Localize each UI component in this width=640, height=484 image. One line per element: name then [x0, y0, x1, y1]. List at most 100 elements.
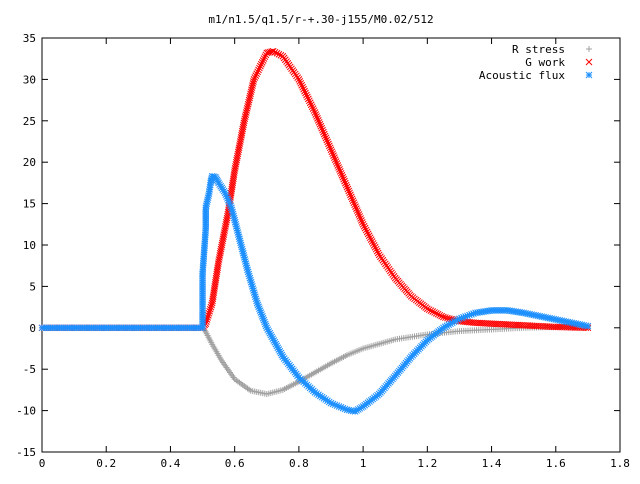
- marker-stroke: [371, 243, 379, 251]
- legend-label: Acoustic flux: [479, 69, 565, 82]
- y-tick-label: -10: [16, 405, 36, 418]
- marker-stroke: [585, 71, 593, 79]
- data-point: [342, 181, 350, 189]
- marker-stroke: [239, 123, 247, 131]
- legend-marker: [585, 58, 593, 66]
- data-point: [347, 191, 354, 199]
- data-point: [325, 140, 332, 148]
- marker-stroke: [250, 78, 257, 85]
- data-point: [367, 236, 375, 243]
- marker-stroke: [219, 237, 226, 245]
- marker-stroke: [230, 171, 238, 178]
- marker-stroke: [335, 164, 342, 171]
- marker-stroke: [357, 215, 364, 222]
- marker-stroke: [429, 308, 437, 315]
- marker-stroke: [230, 173, 238, 181]
- data-point: [318, 124, 326, 132]
- data-point: [244, 102, 252, 110]
- data-point: [347, 193, 355, 201]
- data-point: [256, 64, 263, 72]
- marker-stroke: [258, 59, 266, 66]
- data-point: [427, 307, 435, 314]
- data-point: [438, 312, 445, 320]
- data-point: [204, 312, 212, 319]
- data-point: [250, 76, 258, 83]
- marker-stroke: [347, 193, 355, 201]
- marker-stroke: [233, 156, 241, 164]
- marker-stroke: [218, 239, 226, 247]
- marker-stroke: [320, 128, 327, 136]
- marker-stroke: [442, 314, 449, 321]
- marker-stroke: [209, 295, 217, 303]
- marker-stroke: [372, 245, 380, 253]
- marker-stroke: [436, 311, 444, 319]
- marker-stroke: [255, 66, 262, 74]
- legend-label: R stress: [512, 43, 565, 56]
- marker-stroke: [340, 175, 348, 183]
- marker-stroke: [237, 136, 245, 143]
- marker-stroke: [249, 80, 257, 87]
- marker-stroke: [425, 306, 433, 314]
- marker-stroke: [329, 150, 337, 158]
- data-point: [208, 301, 215, 309]
- data-point: [353, 207, 361, 214]
- y-tick-label: 20: [23, 156, 36, 169]
- data-point: [431, 309, 438, 316]
- marker-stroke: [205, 309, 213, 317]
- marker-stroke: [297, 79, 305, 87]
- marker-stroke: [318, 124, 326, 132]
- marker-stroke: [227, 189, 235, 197]
- marker-stroke: [374, 249, 382, 257]
- marker-stroke: [360, 222, 368, 230]
- data-point: [246, 92, 254, 100]
- marker-stroke: [207, 303, 215, 311]
- data-point: [273, 49, 281, 57]
- marker-stroke: [342, 179, 349, 187]
- marker-stroke: [296, 77, 304, 85]
- data-point: [305, 97, 313, 105]
- data-point: [332, 158, 340, 165]
- data-point: [584, 322, 592, 330]
- marker-stroke: [221, 225, 229, 232]
- data-point: [365, 232, 373, 240]
- marker-stroke: [584, 322, 592, 330]
- data-point: [333, 160, 341, 167]
- marker-stroke: [211, 285, 218, 292]
- marker-stroke: [306, 99, 314, 107]
- marker-stroke: [234, 148, 242, 156]
- marker-stroke: [241, 113, 249, 121]
- marker-stroke: [331, 156, 339, 163]
- data-point: [361, 224, 369, 232]
- data-point: [425, 306, 433, 314]
- data-point: [330, 152, 337, 160]
- marker-stroke: [263, 324, 271, 332]
- data-point: [340, 175, 348, 183]
- x-tick-label: 0: [39, 457, 46, 470]
- data-point: [342, 179, 349, 187]
- marker-stroke: [327, 146, 335, 154]
- marker-stroke: [223, 214, 231, 222]
- data-point: [301, 87, 308, 95]
- marker-stroke: [212, 276, 220, 284]
- data-point: [337, 169, 345, 177]
- marker-stroke: [259, 57, 267, 64]
- data-point: [321, 132, 329, 140]
- marker-stroke: [352, 203, 359, 211]
- data-point: [250, 78, 257, 85]
- data-point: [343, 183, 351, 191]
- marker-stroke: [240, 121, 247, 129]
- marker-stroke: [325, 140, 332, 148]
- data-point: [319, 126, 326, 134]
- marker-stroke: [322, 134, 330, 142]
- marker-stroke: [231, 165, 239, 172]
- marker-stroke: [364, 230, 372, 238]
- data-point: [260, 55, 268, 62]
- marker-stroke: [300, 85, 307, 93]
- data-point: [206, 307, 213, 315]
- marker-stroke: [257, 60, 265, 68]
- marker-stroke: [232, 160, 240, 168]
- marker-stroke: [326, 144, 334, 152]
- marker-stroke: [314, 117, 322, 124]
- data-point: [248, 86, 255, 94]
